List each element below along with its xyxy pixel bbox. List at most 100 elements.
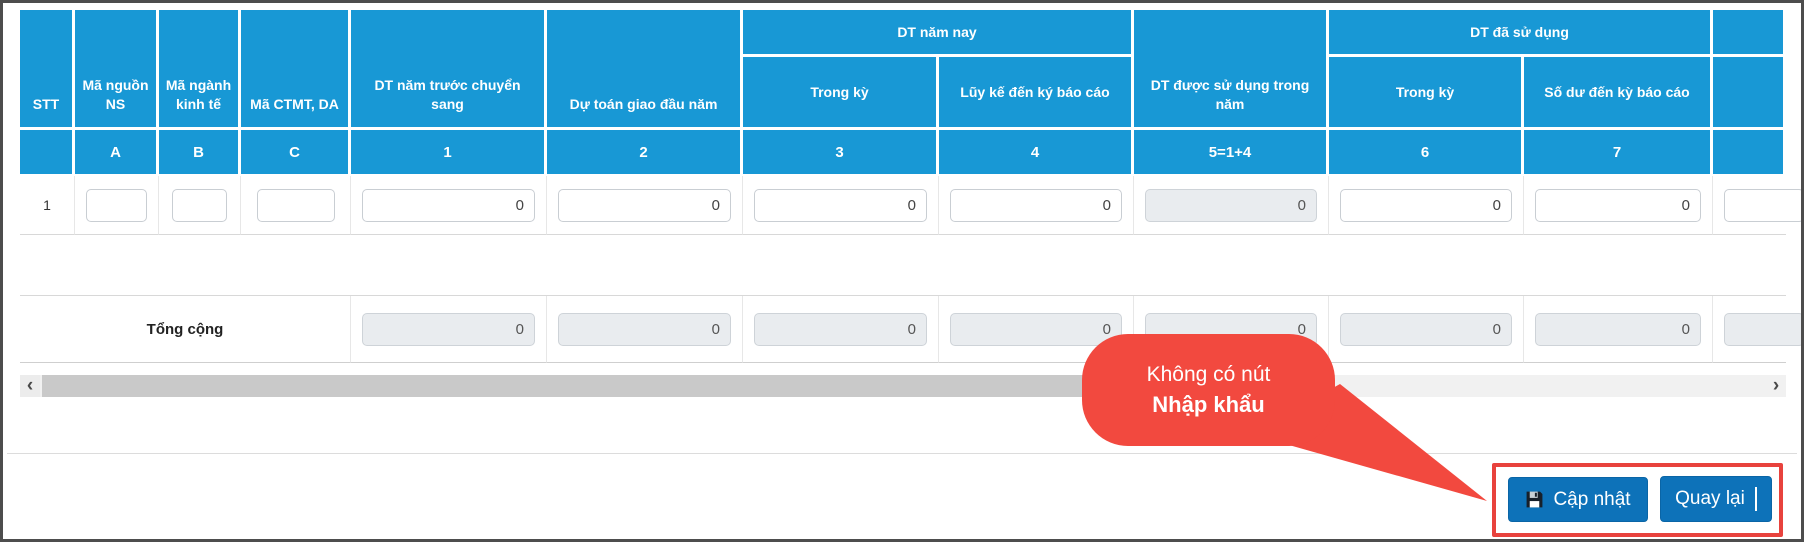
row1-col2-cell [547, 176, 743, 235]
update-button[interactable]: Cập nhật [1508, 477, 1648, 522]
total-col3-cell [743, 296, 939, 363]
budget-table: STT Mã nguồn NS Mã ngành kinh tế Mã CTMT… [20, 10, 1801, 363]
row1-ma-nganh-kinh-te-cell [159, 176, 241, 235]
total-col4-cell [939, 296, 1134, 363]
total-col1-input [362, 312, 535, 346]
col-header-dt-duoc-su-dung-label: DT được sử dụng trong năm [1150, 77, 1310, 112]
back-button[interactable]: Quay lại [1660, 476, 1772, 522]
total-col7-cell [1524, 296, 1713, 363]
annotation-highlight-box [1492, 463, 1783, 537]
code-cell-truncated [1713, 130, 1786, 176]
row1-col4-input[interactable] [950, 188, 1122, 222]
annotation-line2: Nhập khẩu [1152, 392, 1265, 417]
code-1: 1 [443, 143, 452, 161]
code-cell-5: 5=1+4 [1134, 130, 1329, 176]
code-cell-3: 3 [743, 130, 939, 176]
col-header-ma-nganh-kinh-te-label: Mã ngành kinh tế [165, 77, 232, 112]
back-button-label: Quay lại [1675, 488, 1745, 509]
total-col6-cell [1329, 296, 1524, 363]
total-col2-cell [547, 296, 743, 363]
total-col2-input [558, 312, 731, 346]
code-4: 4 [1030, 143, 1040, 161]
row1-col8-cell [1713, 176, 1801, 235]
code-b: B [193, 143, 204, 161]
total-col4-input [950, 312, 1122, 346]
total-col1-cell [351, 296, 547, 363]
row1-col3-cell [743, 176, 939, 235]
total-label: Tổng cộng [146, 320, 224, 338]
col-header-luy-ke: Lũy kế đến ký báo cáo [939, 57, 1134, 130]
col-header-luy-ke-label: Lũy kế đến ký báo cáo [960, 83, 1110, 100]
row1-col8-input[interactable] [1724, 188, 1801, 222]
annotation-line1: Không có nút [1146, 363, 1271, 386]
row1-col4-cell [939, 176, 1134, 235]
col-header-stt: STT [20, 10, 75, 130]
row1-stt: 1 [43, 197, 51, 213]
code-7: 7 [1612, 143, 1622, 161]
col-header-trong-ky-3-label: Trong kỳ [810, 83, 869, 100]
scrollbar-thumb[interactable] [42, 375, 1294, 397]
row1-col5-input [1145, 188, 1317, 222]
code-cell-a: A [75, 130, 159, 176]
total-col6-input [1340, 312, 1512, 346]
code-5: 5=1+4 [1208, 143, 1252, 161]
code-cell-4: 4 [939, 130, 1134, 176]
col-header-ma-ctmt-da-label: Mã CTMT, DA [250, 96, 339, 112]
row1-col6-input[interactable] [1340, 188, 1512, 222]
col-header-trong-ky-3: Trong kỳ [743, 57, 939, 130]
row1-col6-cell [1329, 176, 1524, 235]
scroll-right-icon[interactable]: › [1772, 375, 1780, 396]
group-header-dt-da-su-dung-label: DT đã sử dụng [1470, 23, 1569, 40]
footer-divider [7, 453, 1797, 454]
code-cell-7: 7 [1524, 130, 1713, 176]
col-header-dt-duoc-su-dung: DT được sử dụng trong năm [1134, 10, 1329, 130]
row1-col5-cell [1134, 176, 1329, 235]
col-header-so-du-label: Số dư đến kỳ báo cáo [1544, 83, 1690, 100]
col-header-stt-label: STT [32, 96, 60, 112]
col-header-du-toan-giao-dau-nam-label: Dự toán giao đầu năm [569, 96, 718, 112]
code-2: 2 [639, 143, 648, 161]
save-icon [1525, 490, 1544, 509]
row1-ma-nganh-kinh-te-input[interactable] [172, 188, 227, 222]
empty-row [20, 235, 1786, 296]
horizontal-scrollbar[interactable]: ‹ › [20, 375, 1786, 397]
code-cell-stt [20, 130, 75, 176]
col-header-ma-nganh-kinh-te: Mã ngành kinh tế [159, 10, 241, 130]
scroll-left-icon[interactable]: ‹ [20, 375, 40, 397]
row1-col1-cell [351, 176, 547, 235]
code-a: A [110, 143, 121, 161]
code-3: 3 [835, 143, 844, 161]
code-cell-6: 6 [1329, 130, 1524, 176]
row1-col3-input[interactable] [754, 188, 927, 222]
col-header-truncated-top [1713, 10, 1786, 57]
group-header-dt-nam-nay-label: DT năm nay [897, 23, 977, 40]
col-header-ma-ctmt-da: Mã CTMT, DA [241, 10, 351, 130]
row1-ma-nguon-ns-input[interactable] [86, 188, 147, 222]
total-col8-input [1724, 312, 1801, 346]
annotation-callout: Không có nút Nhập khẩu [1082, 334, 1335, 446]
col-header-ma-nguon-ns-label: Mã nguồn NS [82, 77, 149, 112]
code-cell-2: 2 [547, 130, 743, 176]
update-button-label: Cập nhật [1553, 488, 1631, 510]
code-cell-1: 1 [351, 130, 547, 176]
col-header-ma-nguon-ns: Mã nguồn NS [75, 10, 159, 130]
row1-col7-cell [1524, 176, 1713, 235]
total-label-cell: Tổng cộng [20, 296, 351, 363]
text-cursor [1754, 487, 1757, 511]
total-col7-input [1535, 312, 1701, 346]
col-header-dt-nam-truoc-label: DT năm trước chuyển sang [374, 77, 521, 112]
row1-ma-ctmt-da-input[interactable] [256, 188, 335, 222]
total-col8-cell [1713, 296, 1801, 363]
total-col3-input [754, 312, 927, 346]
col-header-trong-ky-6-label: Trong kỳ [1395, 83, 1455, 100]
code-cell-b: B [159, 130, 241, 176]
code-6: 6 [1420, 143, 1430, 161]
row1-col1-input[interactable] [362, 188, 535, 222]
code-c: C [289, 143, 300, 161]
row1-col7-input[interactable] [1535, 188, 1701, 222]
col-header-trong-ky-6: Trong kỳ [1329, 57, 1524, 130]
row1-ma-ctmt-da-cell [241, 176, 351, 235]
row1-col2-input[interactable] [558, 188, 731, 222]
group-header-dt-nam-nay: DT năm nay [743, 10, 1134, 57]
